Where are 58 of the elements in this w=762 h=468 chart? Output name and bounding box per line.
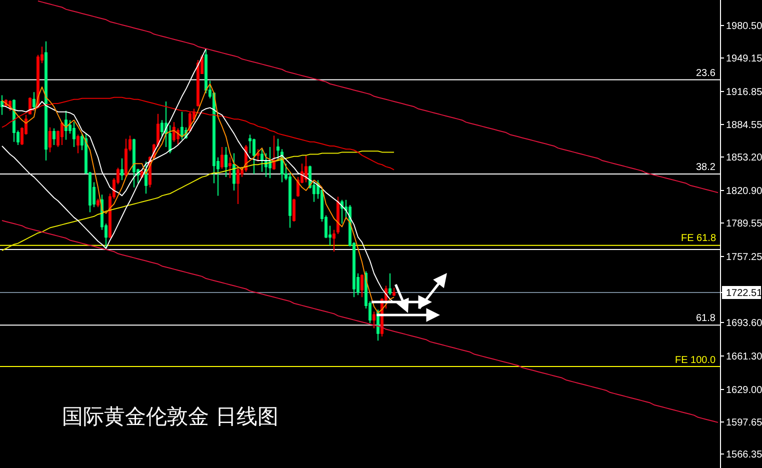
candlestick <box>72 122 76 148</box>
y-tick-label: 1820.90 <box>726 186 762 198</box>
y-tick-label: 1693.60 <box>726 318 762 329</box>
candlestick <box>120 158 124 181</box>
y-tick-label: 1722.51 <box>726 288 762 299</box>
candlestick <box>64 110 68 140</box>
candlestick <box>276 138 280 161</box>
candlestick <box>172 122 176 142</box>
candlestick <box>232 152 236 192</box>
candlestick <box>332 229 336 252</box>
candlestick <box>0 94 4 116</box>
candlestick <box>336 196 340 234</box>
candlestick <box>124 138 128 178</box>
candlestick <box>256 148 260 162</box>
candlestick <box>48 126 52 153</box>
text: 国际黄金伦敦金 日线图 <box>62 404 279 428</box>
y-tick-label: 1661.30 <box>726 351 762 362</box>
annotation: 23.6 <box>696 68 716 79</box>
y-tick-label: 1629.00 <box>726 384 762 396</box>
line-series <box>2 96 394 170</box>
candlestick <box>132 138 136 188</box>
candlestick <box>12 98 16 142</box>
candlestick <box>260 148 264 172</box>
candlestick <box>52 128 56 146</box>
y-tick-label: 1949.15 <box>726 53 762 64</box>
candlestick <box>236 168 240 204</box>
candlestick <box>224 146 228 178</box>
y-tick-label: 1597.65 <box>726 417 762 428</box>
y-tick-label: 1757.25 <box>726 252 762 264</box>
y-tick-label: 1980.50 <box>726 20 762 32</box>
candlestick <box>392 287 396 297</box>
annotation: 38.2 <box>696 162 716 173</box>
candlestick <box>220 146 224 170</box>
ref-line-label: FE 100.0 <box>675 355 716 366</box>
candlestick <box>32 92 36 112</box>
candlestick <box>268 146 272 179</box>
candlestick <box>96 198 100 208</box>
candlestick <box>360 274 364 298</box>
candlestick <box>292 198 296 222</box>
y-tick-label: 1566.35 <box>726 450 762 461</box>
candlestick <box>304 154 308 183</box>
line-series <box>2 150 394 252</box>
candlestick <box>228 156 232 179</box>
ref-line-label: FE 61.8 <box>681 233 716 244</box>
candlestick <box>76 134 80 154</box>
candlestick <box>60 122 64 146</box>
candlestick <box>252 138 256 174</box>
candlestick <box>180 111 184 140</box>
candlestick <box>272 135 276 170</box>
y-tick-label: 1853.20 <box>726 152 762 164</box>
candlestick <box>388 272 392 296</box>
y-tick-label: 1789.55 <box>726 218 762 230</box>
annotation: 61.8 <box>696 313 716 324</box>
candlestick <box>44 40 48 161</box>
y-tick-label: 1884.55 <box>726 120 762 132</box>
line-series <box>38 0 718 194</box>
candlestick <box>372 311 376 329</box>
y-tick-label: 1916.85 <box>726 86 762 98</box>
